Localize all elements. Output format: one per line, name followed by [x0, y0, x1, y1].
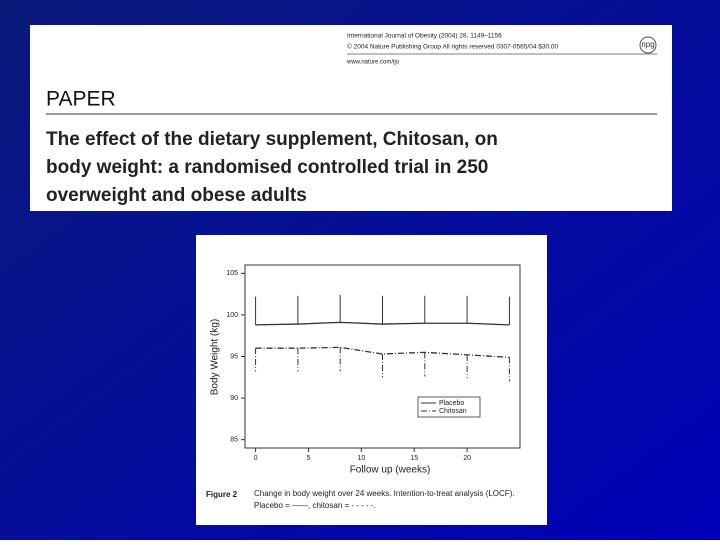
url: www.nature.com/ijo [346, 60, 400, 66]
y-axis-label: Body Weight (kg) [210, 319, 221, 396]
caption-label: Figure 2 [206, 490, 238, 499]
title-line: overweight and obese adults [46, 185, 307, 206]
series-line [255, 321, 510, 326]
x-axis-label: Follow up (weeks) [350, 465, 431, 476]
y-tick-label: 105 [226, 270, 238, 277]
title-line: The effect of the dietary supplement, Ch… [46, 129, 498, 150]
figure-panel [196, 235, 547, 525]
caption-label: Figure 2 [206, 490, 238, 499]
legend-box [417, 396, 481, 418]
copyright: © 2004 Nature Publishing Group All right… [347, 43, 559, 51]
legend-label: Chitosan [439, 408, 467, 415]
y-tick-label: 95 [230, 353, 238, 360]
series-line [255, 346, 510, 358]
caption-box: Change in body weight over 24 weeks. Int… [254, 489, 515, 510]
y-tick-label: 100 [226, 312, 238, 319]
x-tick-label: 15 [410, 455, 418, 462]
caption: Change in body weight over 24 weeks. Int… [254, 489, 515, 510]
title-line: body weight: a randomised controlled tri… [46, 157, 488, 178]
x-tick-label: 0 [254, 455, 258, 462]
logo-circle [639, 36, 657, 54]
legend-label: Placebo [439, 400, 464, 407]
x-tick-label: 10 [357, 455, 365, 462]
logo: npg [641, 40, 654, 49]
y-tick-label: 85 [230, 437, 238, 444]
x-tick-label: 20 [463, 455, 471, 462]
x-tick-label: 5 [307, 455, 311, 462]
section: PAPER [46, 88, 116, 111]
paper-header [30, 25, 672, 211]
y-tick-label: 90 [230, 395, 238, 402]
journal: International Journal of Obesity (2004) … [347, 33, 502, 40]
